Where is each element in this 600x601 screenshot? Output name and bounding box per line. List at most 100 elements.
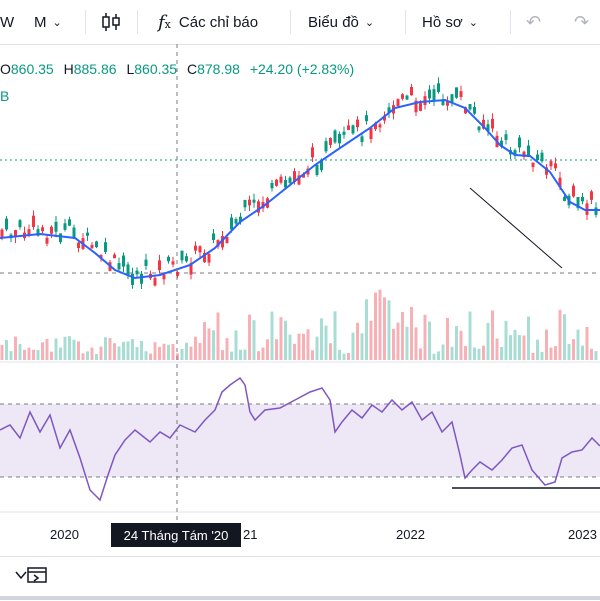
undo-icon[interactable]: ↶ [526,11,542,32]
volume-bar [221,350,224,360]
chart-canvas[interactable] [0,44,600,556]
ohlc-legend: O860.35 H885.86 L860.35 C878.98 +24.20 (… [0,61,360,77]
x-axis-label: 2022 [396,527,425,542]
dropdown-icon[interactable] [14,557,28,593]
volume-bar [405,326,409,360]
volume-bar [288,334,292,360]
candle-body [27,229,31,236]
candle-body [455,87,458,98]
volume-bar [459,330,463,360]
volume-bar [36,349,40,360]
candle-body [387,107,391,113]
volume-bar [117,346,121,360]
candle-body [464,107,467,114]
volume-bar [504,320,508,360]
candlesticks [0,77,598,290]
volume-bar [518,335,521,360]
volume-bar [248,314,251,360]
candle-body [180,250,184,261]
candle-body [374,123,377,130]
interval-button[interactable]: W [0,13,15,31]
candle-body [230,217,233,230]
candle-body [473,107,476,114]
volume-bar [567,343,571,360]
volume-bar [369,320,373,360]
volume-bar [45,338,49,360]
candle-body [185,256,188,262]
volume-bar [585,326,589,360]
volume-bar [531,352,535,360]
candle-body [536,154,539,161]
volume-bar [351,332,355,360]
candle-body [324,141,328,152]
volume-bar [558,309,562,360]
candle-body [68,219,71,226]
candle-body [482,119,485,129]
candle-body [270,182,274,189]
candle-body [441,99,445,106]
volume-bar [410,306,413,360]
chevron-down-icon: ⌄ [364,16,375,29]
candle-body [329,137,332,145]
candle-body [104,242,107,253]
chart-layout-button[interactable]: Biểu đồ ⌄ [308,0,374,44]
candle-body [41,227,44,232]
candle-body [140,273,143,284]
candle-body [558,177,562,188]
candles-style-button[interactable] [100,0,122,44]
legend-second-line: B [0,88,10,104]
volume-bar [131,339,134,360]
volume-bar [311,350,314,360]
volume-bar [14,336,17,360]
x-axis-label: 21 [243,527,258,542]
scrollbar[interactable] [0,596,600,600]
candle-body [594,207,598,215]
volume-bar [572,339,575,360]
indicators-button[interactable]: fx Các chỉ báo [158,0,258,44]
low-value: 860.35 [134,61,178,77]
candle-body [581,196,584,202]
candle-body [414,100,418,113]
volume-bar [387,300,391,360]
open-key: O [0,61,11,77]
candle-body [135,270,139,275]
volume-bar [95,353,98,360]
volume-bar [486,322,490,360]
volume-bar [383,297,386,360]
volume-bar [230,351,233,360]
candle-body [90,244,94,249]
candle-body [36,229,40,236]
candle-body [410,86,413,96]
volume-bar [216,312,220,360]
volume-bar [104,337,107,360]
chart-layout-label: Biểu đồ [308,13,359,31]
volume-bar [279,317,283,360]
volume-bar [5,339,8,360]
candle-body [63,223,67,230]
volume-bar [491,310,494,360]
volume-bar [365,299,368,360]
volume-bar [360,333,364,360]
candle-body [243,199,247,208]
candle-body [491,118,494,129]
volume-bar [338,349,341,360]
volume-bar [9,351,13,360]
candle-body [486,124,490,131]
x-axis-label: 2023 [568,527,597,542]
candle-body [72,227,76,239]
candle-body [554,163,557,169]
volume-bar [401,312,404,360]
volume-bar [270,311,274,360]
candle-body [203,252,206,263]
date-range-icon[interactable] [26,557,48,593]
chart-type-button[interactable]: M ⌄ [34,0,62,44]
profile-button[interactable]: Hồ sơ ⌄ [422,0,478,44]
candle-body [378,124,382,128]
volume-bar [225,338,229,360]
candle-body [468,104,472,110]
toolbar-divider [290,10,291,34]
redo-icon[interactable]: ↷ [574,11,590,32]
chart-type-label: M [34,13,47,31]
candles-icon [102,13,120,31]
trend-line-price[interactable] [469,187,563,269]
